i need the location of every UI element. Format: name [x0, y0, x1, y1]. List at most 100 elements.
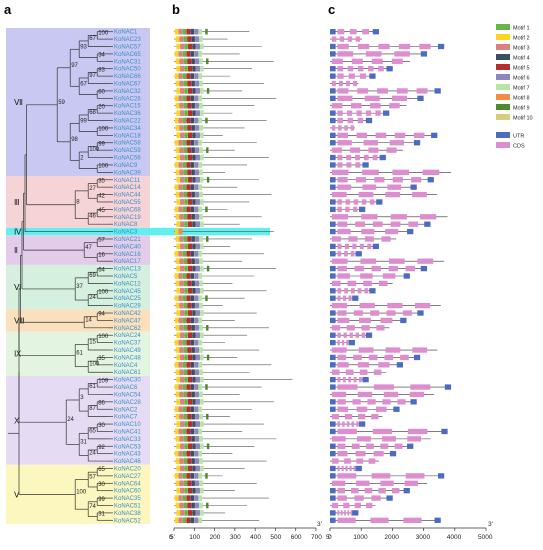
cds-box [338, 125, 342, 131]
cds-box [331, 325, 341, 331]
utr-box [330, 140, 336, 146]
gene-label: KoNAC7 [114, 415, 138, 421]
motif-box [178, 95, 183, 102]
cds-box [417, 258, 434, 264]
motif-box [186, 73, 191, 79]
motif-box [180, 43, 185, 50]
clade-band-5 [6, 264, 150, 310]
motif-box [199, 502, 203, 509]
gene-label: KoNAC40 [114, 244, 141, 250]
motif-box [175, 391, 180, 398]
cds-box [408, 428, 428, 435]
utr-box [372, 243, 379, 250]
cds-box [357, 88, 369, 94]
motif-box [190, 139, 195, 146]
motif-box [192, 510, 196, 516]
motif-box [178, 406, 183, 413]
motif-box [195, 443, 200, 450]
cds-box [337, 406, 349, 412]
motif-box [182, 362, 187, 368]
motif-box [176, 88, 180, 94]
bootstrap-value: 16 [98, 252, 105, 258]
motif-box [195, 302, 200, 309]
motif-box [175, 236, 180, 242]
motif-box [192, 443, 196, 450]
cds-box [382, 436, 396, 442]
motif-box [176, 243, 180, 250]
utr-box [330, 339, 336, 346]
motif-box [190, 184, 195, 190]
motif-box [191, 125, 195, 131]
motif-box [183, 369, 187, 376]
motif-box [187, 302, 192, 309]
bootstrap-value: 20 [98, 104, 105, 110]
cds-box [383, 391, 399, 398]
utr-box [434, 517, 441, 523]
motif-box [191, 102, 195, 109]
motif-box [194, 28, 199, 35]
legend-label: Motif 9 [513, 106, 530, 112]
motif-box [180, 465, 185, 472]
motif-box [199, 436, 203, 442]
motif-box [178, 317, 183, 324]
utr-box [386, 66, 393, 72]
motif-box [190, 362, 195, 368]
motif-box [180, 487, 185, 494]
motif-box [178, 117, 183, 124]
motif-box [187, 487, 193, 494]
motif-box [186, 117, 191, 124]
cds-box [369, 199, 375, 205]
cds-box [355, 162, 361, 168]
motif-box [176, 43, 180, 50]
utr-box [330, 117, 336, 124]
motif-box [183, 191, 187, 198]
motif-box [187, 154, 193, 161]
cds-box [398, 43, 411, 50]
bootstrap-value: 35 [98, 178, 105, 184]
motif-box [195, 487, 200, 494]
bootstrap-value: 92 [98, 445, 105, 451]
utr-box [330, 66, 336, 72]
cds-box [337, 399, 346, 405]
motif-box [191, 258, 195, 265]
motif-box [192, 243, 196, 250]
motif-box [187, 436, 192, 442]
gene-label: KoNAC51 [114, 503, 141, 509]
utr-box [330, 251, 336, 257]
cds-box [337, 384, 358, 390]
motif-box [195, 332, 200, 339]
motif-box [198, 517, 202, 524]
motif-box [174, 428, 179, 435]
motif-box [192, 465, 196, 472]
cds-box [387, 184, 402, 190]
legend-swatch [496, 54, 510, 60]
cds-box [391, 58, 403, 64]
motif-box [180, 199, 185, 205]
cds-box [331, 191, 347, 198]
cds-box [353, 199, 359, 205]
motif-box [183, 302, 187, 309]
clade-label: Ⅱ [14, 246, 18, 255]
utr-box [330, 132, 336, 139]
cds-box [331, 125, 336, 131]
cds-box [388, 258, 405, 264]
motif-box [200, 332, 204, 339]
axis-tick-label: 4000 [447, 534, 462, 541]
motif-box [182, 273, 187, 279]
motif-box [182, 495, 187, 501]
motif-box [200, 221, 204, 227]
bootstrap-value: 98 [71, 137, 78, 143]
motif-box [195, 65, 200, 72]
motif-box [186, 162, 191, 168]
motif-box [184, 376, 188, 383]
cds-box [354, 495, 364, 501]
motif-box [192, 354, 196, 361]
legend-swatch [496, 24, 510, 30]
cds-box [363, 154, 369, 161]
motif-box [183, 169, 187, 176]
clade-band-2 [6, 176, 150, 228]
motif-box [187, 125, 192, 131]
motif-box [194, 428, 199, 435]
cds-box [375, 110, 381, 116]
axis-tick-label: 700 [311, 534, 322, 541]
